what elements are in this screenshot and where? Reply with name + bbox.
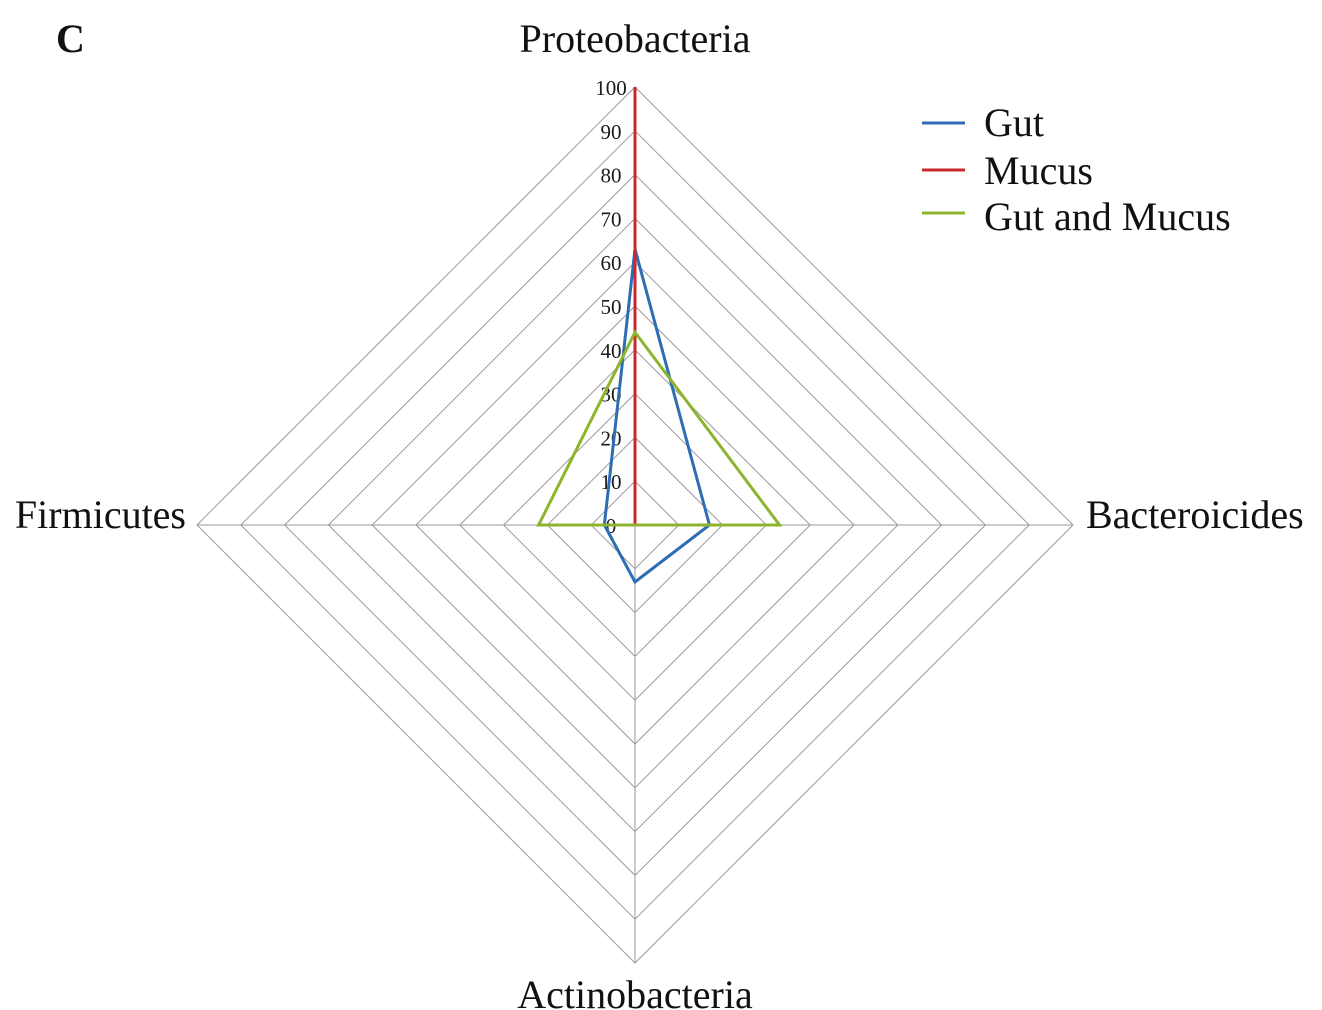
tick-label-90: 90 (601, 120, 622, 144)
axis-label-top: Proteobacteria (520, 16, 751, 61)
legend: Gut Mucus Gut and Mucus (922, 100, 1231, 239)
axis-label-bottom: Actinobacteria (517, 972, 753, 1010)
tick-label-50: 50 (601, 295, 622, 319)
tick-label-60: 60 (601, 251, 622, 275)
tick-label-20: 20 (601, 426, 622, 450)
panel-label: C (56, 16, 85, 61)
tick-label-40: 40 (601, 339, 622, 363)
series-lines (536, 87, 783, 585)
legend-label-mucus: Mucus (984, 148, 1093, 193)
legend-label-gut-and-mucus: Gut and Mucus (984, 194, 1231, 239)
axis-label-left: Firmicutes (15, 492, 186, 537)
series-gut (602, 248, 712, 585)
tick-label-80: 80 (601, 164, 622, 188)
axis-label-right: Bacteroicides (1086, 492, 1304, 537)
tick-label-10: 10 (601, 470, 622, 494)
series-gut-and-mucus (536, 329, 783, 527)
tick-label-70: 70 (601, 207, 622, 231)
tick-label-100: 100 (595, 76, 627, 100)
legend-label-gut: Gut (984, 100, 1044, 145)
